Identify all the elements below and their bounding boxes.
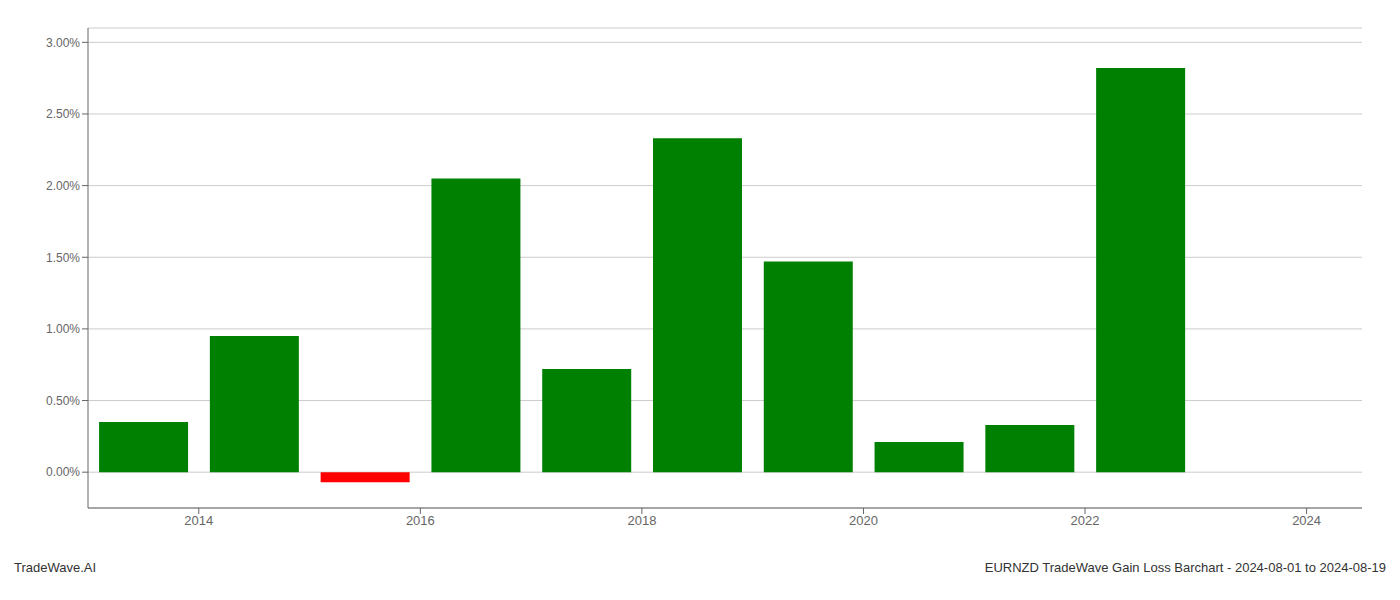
svg-text:2.50%: 2.50% bbox=[46, 107, 80, 121]
svg-text:0.50%: 0.50% bbox=[46, 394, 80, 408]
html-text:TradeWave.AI: TradeWave.AI bbox=[14, 560, 97, 575]
svg-text:0.00%: 0.00% bbox=[46, 465, 80, 479]
html-text:EURNZD TradeWave Gain Loss Bar: EURNZD TradeWave Gain Loss Barchart - 20… bbox=[984, 560, 1386, 575]
svg-text:2016: 2016 bbox=[406, 513, 435, 528]
svg-text:2022: 2022 bbox=[1071, 513, 1100, 528]
svg-text:1.50%: 1.50% bbox=[46, 251, 80, 265]
svg-text:3.00%: 3.00% bbox=[46, 36, 80, 50]
svg-text:1.00%: 1.00% bbox=[46, 322, 80, 336]
svg-text:2018: 2018 bbox=[627, 513, 656, 528]
svg-text:2.00%: 2.00% bbox=[46, 179, 80, 193]
svg-text:2014: 2014 bbox=[184, 513, 213, 528]
svg-text:2020: 2020 bbox=[849, 513, 878, 528]
svg-text:2024: 2024 bbox=[1292, 513, 1321, 528]
